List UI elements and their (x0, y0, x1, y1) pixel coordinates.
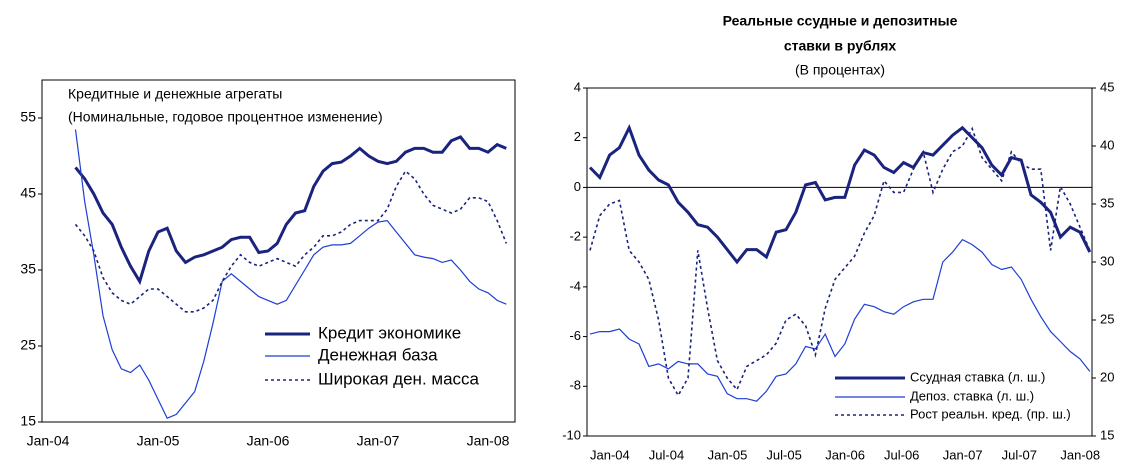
x-tick-label: Jul-07 (1002, 447, 1037, 462)
plot-frame (41, 79, 516, 423)
x-tick-label: Jan-04 (27, 433, 70, 449)
y-tick-label: 35 (20, 261, 36, 277)
y-tick-label: 25 (20, 337, 36, 353)
x-tick-label: Jan-06 (825, 447, 865, 462)
series-line (588, 123, 1092, 265)
y-tick-label: 45 (20, 185, 36, 201)
x-tick-label: Jan-04 (590, 447, 630, 462)
annotation: Кредитные и денежные агрегаты (68, 86, 282, 102)
y2-tick-label: 30 (1100, 253, 1114, 268)
x-tick-label: Jan-07 (357, 433, 400, 449)
y2-tick-label: 25 (1100, 311, 1114, 326)
x-tick-label: Jan-06 (247, 433, 290, 449)
y-tick-label: 55 (20, 109, 36, 125)
x-tick-label: Jan-05 (708, 447, 748, 462)
x-tick-label: Jan-05 (137, 433, 180, 449)
y-tick-label: -4 (569, 278, 581, 293)
legend-label: Кредит экономике (318, 323, 461, 342)
series-line (74, 135, 507, 286)
y2-tick-label: 35 (1100, 195, 1114, 210)
y2-tick-label: 40 (1100, 137, 1114, 152)
chart-title: Реальные ссудные и депозитные (723, 13, 958, 29)
y-tick-label: -2 (569, 229, 581, 244)
y2-tick-label: 15 (1100, 427, 1114, 442)
y-tick-label: -8 (569, 378, 581, 393)
y-tick-label: 2 (574, 129, 581, 144)
x-tick-label: Jan-08 (1060, 447, 1100, 462)
x-tick-label: Jul-04 (649, 447, 684, 462)
y2-tick-label: 20 (1100, 369, 1114, 384)
legend-label: Ссудная ставка (л. ш.) (910, 369, 1045, 384)
series-line (589, 126, 1091, 398)
series-line (74, 129, 507, 419)
chart-title: ставки в рублях (784, 38, 897, 54)
series-line (589, 238, 1091, 402)
x-tick-label: Jul-06 (884, 447, 919, 462)
legend-label: Широкая ден. масса (318, 369, 480, 388)
x-tick-label: Jan-07 (943, 447, 983, 462)
legend-label: Депоз. ставка (л. ш.) (910, 388, 1034, 403)
y-tick-label: 0 (574, 179, 581, 194)
x-tick-label: Jan-08 (467, 433, 510, 449)
series-line (74, 169, 508, 313)
legend-label: Денежная база (318, 345, 438, 364)
y2-tick-label: 45 (1100, 79, 1114, 94)
y-tick-label: 4 (574, 79, 581, 94)
y-tick-label: -10 (562, 427, 581, 442)
legend-label: Рост реальн. кред. (пр. ш.) (910, 406, 1071, 421)
y-tick-label: 15 (20, 413, 36, 429)
x-tick-label: Jul-05 (766, 447, 801, 462)
y-tick-label: -6 (569, 328, 581, 343)
annotation: (Номинальные, годовое процентное изменен… (68, 109, 383, 125)
chart-subtitle: (В процентах) (795, 62, 885, 78)
